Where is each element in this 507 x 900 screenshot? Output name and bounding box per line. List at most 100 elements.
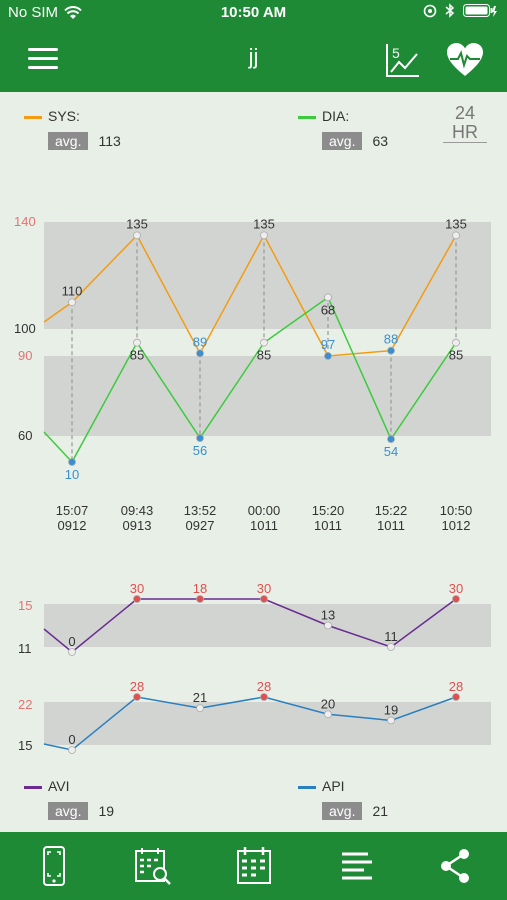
wifi-icon	[64, 5, 82, 19]
dia-data-label: 68	[321, 302, 335, 317]
status-time: 10:50 AM	[220, 4, 287, 21]
api-avg-badge: avg.	[322, 802, 363, 820]
dia-legend-label: DIA:	[322, 108, 350, 124]
api-point	[452, 693, 460, 701]
dia-data-label: 54	[384, 444, 398, 459]
dia-data-label: 85	[449, 348, 463, 363]
tab-bar	[0, 832, 507, 900]
charts-canvas: 14010090601101015:0709121358509:43091389…	[14, 214, 491, 754]
dia-point	[68, 458, 76, 466]
avi-point	[133, 595, 141, 603]
dia-series-line	[43, 296, 457, 464]
sys-data-label: 89	[193, 334, 207, 349]
x-tick-time: 09:43	[121, 503, 154, 518]
sys-legend: SYS:	[24, 108, 80, 124]
sys-data-label: 88	[384, 332, 398, 347]
sys-point	[68, 298, 76, 307]
bluetooth-icon	[445, 3, 455, 18]
dia-avg-badge: avg.	[322, 132, 363, 150]
avi-data-label: 30	[130, 581, 144, 596]
api-avg: avg. 21	[322, 802, 388, 820]
dia-legend-line	[298, 115, 316, 119]
api-point	[324, 710, 332, 719]
api-data-label: 19	[384, 702, 398, 717]
dia-point	[196, 434, 204, 442]
x-tick-time: 00:00	[248, 503, 281, 518]
y-tick-140: 140	[14, 214, 36, 229]
dia-data-label: 10	[65, 467, 79, 482]
api-point	[133, 693, 141, 701]
api-point	[387, 716, 395, 725]
x-tick-time: 10:50	[440, 503, 473, 518]
dia-point	[260, 338, 268, 347]
battery-icon	[463, 3, 497, 17]
x-tick-date: 1011	[314, 518, 342, 533]
dia-data-label: 85	[130, 348, 144, 363]
dia-avg: avg. 63	[322, 132, 388, 150]
sys-point	[452, 231, 460, 240]
api-normal-band	[44, 702, 491, 745]
sys-point	[260, 231, 268, 240]
dia-legend: DIA:	[298, 108, 349, 124]
api-legend-line	[298, 785, 316, 789]
sys-point	[133, 231, 141, 240]
carrier-label: No SIM	[8, 4, 59, 21]
avi-data-label: 30	[257, 581, 271, 596]
page-title: jj	[248, 44, 259, 69]
sys-legend-line	[24, 115, 42, 119]
y-tick-100: 100	[14, 321, 36, 336]
share-icon[interactable]	[434, 846, 478, 886]
time-range-value: 24	[454, 103, 476, 123]
status-bar: No SIM 10:50 AM	[0, 0, 507, 26]
x-tick-date: 0913	[123, 518, 152, 533]
y-tick-90: 90	[18, 348, 32, 363]
dia-normal-band	[44, 356, 491, 436]
menu-button[interactable]	[28, 48, 58, 70]
x-tick-date: 1011	[250, 518, 278, 533]
sys-avg-value: 113	[98, 133, 121, 149]
sys-avg: avg. 113	[48, 132, 121, 150]
sys-series-line	[43, 233, 457, 357]
dia-point	[324, 293, 332, 302]
list-icon[interactable]	[334, 846, 378, 886]
avi-data-label: 13	[321, 608, 335, 623]
x-tick-time: 15:07	[56, 503, 89, 518]
avi-point	[260, 595, 268, 603]
location-icon	[423, 4, 437, 17]
dia-point	[133, 338, 141, 347]
heart-rate-icon[interactable]	[446, 42, 484, 78]
api-data-label: 28	[130, 679, 144, 694]
calendar-search-icon[interactable]	[130, 846, 174, 886]
dia-data-label: 85	[257, 348, 271, 363]
api-avg-value: 21	[372, 803, 389, 819]
api-y-tick-15: 15	[18, 738, 32, 753]
y-tick-60: 60	[18, 428, 32, 443]
time-range-unit: HR	[443, 122, 487, 143]
api-legend-label: API	[322, 778, 345, 794]
api-point	[196, 704, 204, 713]
dia-avg-value: 63	[372, 133, 389, 149]
avi-avg-value: 19	[98, 803, 115, 819]
avi-data-label: 0	[68, 634, 75, 649]
avi-legend-line	[24, 785, 42, 789]
api-y-tick-22: 22	[18, 697, 32, 712]
x-tick-date: 0912	[58, 518, 87, 533]
phone-measure-icon[interactable]	[32, 846, 76, 886]
avi-data-label: 18	[193, 581, 207, 596]
sys-normal-band	[44, 222, 491, 329]
time-range-button[interactable]: 24 HR	[443, 104, 487, 144]
avi-data-label: 11	[384, 629, 398, 644]
dia-point	[452, 338, 460, 347]
sys-data-label: 110	[62, 283, 83, 298]
api-data-label: 28	[257, 679, 271, 694]
trend-chart-icon[interactable]: 5	[385, 42, 421, 78]
api-data-label: 21	[193, 690, 207, 705]
avi-point	[196, 595, 204, 603]
api-data-label: 20	[321, 696, 335, 711]
sys-data-label: 135	[126, 216, 148, 231]
avi-point	[387, 643, 395, 651]
x-tick-time: 15:22	[375, 503, 408, 518]
dia-data-label: 56	[193, 443, 207, 458]
sys-data-label: 135	[253, 216, 275, 231]
calendar-icon[interactable]	[232, 846, 276, 886]
